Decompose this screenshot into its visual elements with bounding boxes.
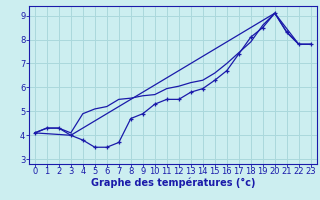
X-axis label: Graphe des températures (°c): Graphe des températures (°c) xyxy=(91,178,255,188)
